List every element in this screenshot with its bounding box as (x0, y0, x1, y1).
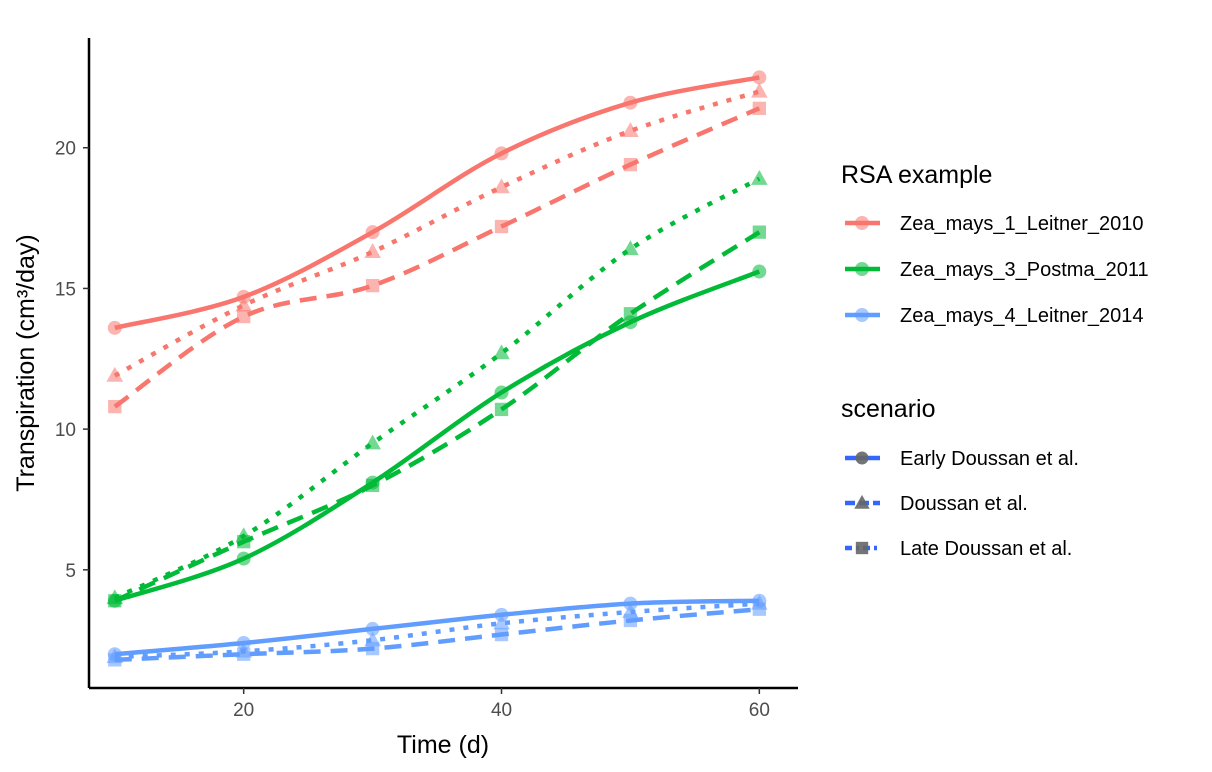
x-tick-label: 20 (233, 700, 254, 721)
legend-point-key (854, 494, 870, 509)
legend-shape-entries: Early Doussan et al. Doussan et al. Late D… (845, 448, 1079, 560)
legend-label: Late Doussan et al. (900, 538, 1072, 560)
data-point (107, 320, 122, 335)
data-point (751, 82, 768, 98)
legend-item-zea-mays-4-leitner-2014: Zea_mays_4_Leitner_2014 (845, 305, 1144, 327)
series-line-zea-mays-3-postma-2011-doussan-et-al (113, 176, 761, 601)
series-line-zea-mays-4-leitner-2014-late-doussan-et-al (114, 606, 760, 663)
series-line-zea-mays-1-leitner-2010-doussan-et-al (113, 89, 760, 378)
axis-layer (87, 38, 798, 690)
x-axis-title: Time (d) (397, 731, 489, 759)
data-point (237, 647, 251, 661)
y-tick-label: 5 (65, 561, 76, 582)
y-tick-label: 15 (55, 279, 76, 300)
data-point (752, 602, 766, 616)
data-point (622, 122, 639, 137)
y-tick-label: 20 (55, 139, 76, 160)
data-point (364, 243, 381, 258)
series-line-zea-mays-1-leitner-2010-late-doussan-et-al (113, 106, 761, 409)
legend-item-early-doussan-et-al: Early Doussan et al. (845, 448, 1079, 470)
legend-item-doussan-et-al: Doussan et al. (845, 493, 1028, 515)
legend-title-scenario: scenario (841, 395, 936, 423)
data-point (493, 344, 510, 360)
series-layer (106, 70, 768, 667)
series-line-zea-mays-4-leitner-2014-doussan-et-al (114, 601, 760, 660)
y-tick-label: 10 (55, 420, 76, 441)
legend-point-key (855, 308, 869, 322)
series-line-zea-mays-1-leitner-2010-early-doussan-et-al (114, 75, 760, 330)
series-points-zea-mays-3-postma-2011-doussan-et-al (106, 169, 768, 605)
legend-point-key (855, 216, 869, 230)
series-line-zea-mays-3-postma-2011-early-doussan-et-al (114, 269, 761, 603)
series-line-zea-mays-4-leitner-2014-early-doussan-et-al (114, 598, 760, 657)
legend-color-entries: Zea_mays_1_Leitner_2010 Zea_mays_3_Postma… (845, 213, 1149, 327)
series-points-zea-mays-1-leitner-2010-early-doussan-et-al (107, 70, 767, 335)
legend-label: Early Doussan et al. (900, 448, 1079, 470)
data-point (493, 178, 510, 194)
data-point (752, 70, 767, 85)
legend-label: Doussan et al. (900, 493, 1028, 515)
legend-point-key (855, 541, 869, 555)
series-points-zea-mays-3-postma-2011-late-doussan-et-al (108, 225, 766, 608)
series-line-zea-mays-3-postma-2011-late-doussan-et-al (113, 230, 761, 603)
data-point (493, 614, 510, 630)
tick-layer: 20 40 60 5 10 15 20 (55, 139, 770, 721)
data-point (751, 169, 768, 185)
legend-label: Zea_mays_1_Leitner_2010 (900, 213, 1144, 235)
legend-point-key (855, 451, 869, 465)
series-points-zea-mays-4-leitner-2014-doussan-et-al (106, 594, 768, 664)
data-point (237, 309, 251, 324)
legend-item-zea-mays-3-postma-2011: Zea_mays_3_Postma_2011 (845, 259, 1149, 281)
y-axis-title: Transpiration (cm³/day) (12, 234, 40, 491)
legend-label: Zea_mays_4_Leitner_2014 (900, 305, 1144, 327)
x-tick-label: 40 (491, 700, 512, 721)
legend-title-rsa: RSA example (841, 161, 992, 189)
legend-item-zea-mays-1-leitner-2010: Zea_mays_1_Leitner_2010 (845, 213, 1144, 235)
legend: RSA example Zea_mays_1_Leitner_2010Zea_m… (841, 161, 1149, 560)
legend-item-late-doussan-et-al: Late Doussan et al. (845, 538, 1072, 560)
legend-label: Zea_mays_3_Postma_2011 (900, 259, 1149, 281)
x-tick-label: 60 (749, 700, 770, 721)
legend-point-key (855, 262, 869, 276)
